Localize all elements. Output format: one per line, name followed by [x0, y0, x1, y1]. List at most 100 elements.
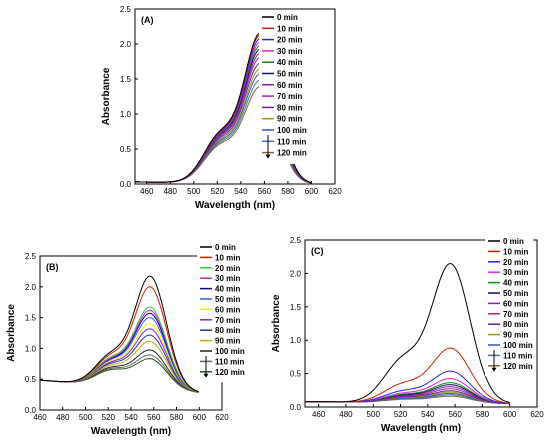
legend-entry: 120 min — [277, 149, 307, 158]
legend-entry: 20 min — [215, 264, 240, 273]
legend-entry: 10 min — [503, 247, 528, 256]
legend-entry: 70 min — [215, 316, 240, 325]
trend-arrow-head — [491, 367, 497, 372]
y-tick-label: 2.5 — [120, 5, 132, 14]
x-tick-label: 600 — [503, 410, 517, 419]
x-axis-title: Wavelength (nm) — [195, 200, 275, 211]
y-axis-title: Absorbance — [271, 294, 282, 352]
x-tick-label: 500 — [79, 413, 93, 422]
series-line — [39, 275, 199, 393]
legend-entry: 40 min — [503, 279, 528, 288]
legend-entry: 60 min — [215, 305, 240, 314]
legend-entry: 40 min — [277, 58, 302, 67]
series-line — [305, 262, 510, 403]
chart-panel-0: 460 480 500 520 540 560 580 600 620 0.0 0.5 1.0 1.5 2… — [101, 5, 342, 211]
legend-entry: 90 min — [503, 331, 528, 340]
x-axis-title: Wavelength (nm) — [381, 423, 461, 434]
legend-entry: 10 min — [277, 24, 302, 33]
legend-entry: 20 min — [503, 258, 528, 267]
legend-entry: 50 min — [503, 289, 528, 298]
y-axis-title: Absorbance — [6, 304, 17, 362]
legend-entry: 40 min — [215, 285, 240, 294]
legend-box — [485, 236, 533, 377]
y-tick-label: 2.5 — [290, 236, 302, 245]
legend-entry: 0 min — [503, 237, 524, 246]
x-tick-label: 520 — [102, 413, 116, 422]
y-tick-label: 1.5 — [120, 75, 132, 84]
legend-entry: 60 min — [503, 299, 528, 308]
x-tick-label: 560 — [147, 413, 161, 422]
x-tick-label: 500 — [187, 187, 201, 196]
y-tick-label: 0.0 — [290, 403, 302, 412]
x-tick-label: 560 — [258, 187, 272, 196]
legend-entry: 0 min — [277, 13, 298, 22]
y-tick-label: 0.5 — [120, 145, 132, 154]
panel-label: (A) — [141, 15, 154, 25]
legend-entry: 110 min — [277, 137, 306, 146]
x-tick-label: 500 — [367, 410, 381, 419]
y-tick-label: 2.0 — [25, 283, 37, 292]
legend-entry: 0 min — [215, 243, 236, 252]
trend-arrow-head — [265, 154, 271, 159]
x-tick-label: 460 — [140, 187, 154, 196]
legend-box — [259, 12, 307, 164]
x-tick-label: 580 — [476, 410, 490, 419]
y-tick-label: 1.0 — [120, 110, 132, 119]
x-tick-label: 520 — [394, 410, 408, 419]
x-tick-label: 540 — [421, 410, 435, 419]
y-tick-label: 0.5 — [290, 370, 302, 379]
legend-entry: 110 min — [215, 357, 244, 366]
y-axis-title: Absorbance — [101, 67, 112, 125]
legend-entry: 70 min — [503, 310, 528, 319]
x-tick-label: 460 — [312, 410, 326, 419]
y-tick-label: 1.5 — [25, 314, 37, 323]
chart-panel-1: 460 480 500 520 540 560 580 600 620 0.0 0.5 1.0 1.5 2… — [6, 242, 245, 437]
y-tick-label: 2.0 — [290, 269, 302, 278]
y-tick-label: 0.0 — [25, 406, 37, 415]
legend-entry: 120 min — [215, 368, 245, 377]
legend-entry: 90 min — [215, 337, 240, 346]
plot-frame — [304, 239, 538, 408]
x-tick-label: 480 — [56, 413, 70, 422]
legend-entry: 100 min — [277, 126, 307, 135]
legend-entry: 80 min — [277, 103, 302, 112]
x-tick-label: 520 — [211, 187, 225, 196]
legend-entry: 80 min — [503, 320, 528, 329]
plot-frame — [134, 8, 336, 185]
y-tick-label: 1.0 — [290, 336, 302, 345]
x-tick-label: 580 — [281, 187, 295, 196]
plot-frame — [39, 255, 223, 411]
panel-label: (C) — [311, 246, 324, 256]
legend-entry: 120 min — [503, 362, 533, 371]
legend-entry: 90 min — [277, 115, 302, 124]
y-tick-label: 0.0 — [120, 180, 132, 189]
x-tick-label: 560 — [448, 410, 462, 419]
legend-entry: 20 min — [277, 36, 302, 45]
legend-box — [197, 242, 245, 383]
y-tick-label: 1.5 — [290, 303, 302, 312]
x-tick-label: 480 — [164, 187, 178, 196]
x-tick-label: 620 — [530, 410, 544, 419]
legend-entry: 30 min — [277, 47, 302, 56]
y-tick-label: 2.0 — [120, 40, 132, 49]
trend-arrow-head — [203, 373, 209, 378]
x-axis-title: Wavelength (nm) — [91, 426, 171, 437]
legend-entry: 10 min — [215, 253, 240, 262]
y-tick-label: 1.0 — [25, 344, 37, 353]
legend-entry: 70 min — [277, 92, 302, 101]
legend-entry: 50 min — [215, 295, 240, 304]
x-tick-label: 600 — [305, 187, 319, 196]
x-tick-label: 460 — [33, 413, 47, 422]
y-tick-label: 0.5 — [25, 375, 37, 384]
x-tick-label: 600 — [193, 413, 207, 422]
legend-entry: 30 min — [503, 268, 528, 277]
x-tick-label: 540 — [124, 413, 138, 422]
x-tick-label: 620 — [328, 187, 342, 196]
legend-entry: 110 min — [503, 351, 532, 360]
legend-entry: 80 min — [215, 326, 240, 335]
panel-label: (B) — [46, 262, 59, 272]
x-tick-label: 480 — [339, 410, 353, 419]
x-tick-label: 580 — [170, 413, 184, 422]
legend-entry: 60 min — [277, 81, 302, 90]
